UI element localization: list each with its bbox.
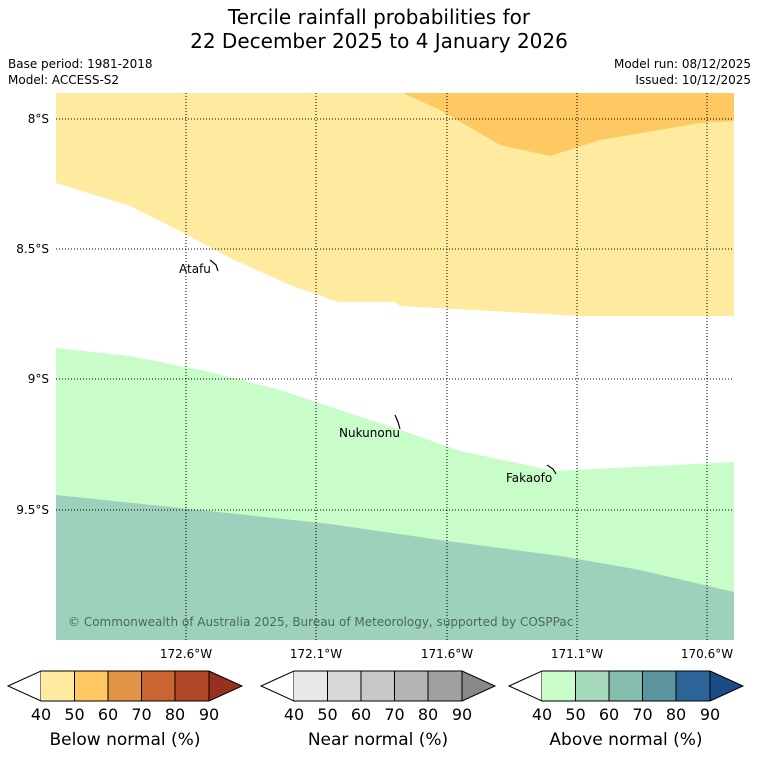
map-canvas: 8°S 8.5°S 9°S 9.5°S 172.6°W 172.1°W 171.…	[16, 93, 734, 660]
colorbar-strip	[6, 670, 745, 702]
below-normal-swatch	[175, 671, 209, 701]
above-normal-swatch	[676, 671, 710, 701]
below-normal-colorbar	[6, 670, 244, 702]
near-normal-swatch	[428, 671, 462, 701]
below-normal-lower-extension	[6, 670, 42, 702]
below-normal-colorbar-title: Below normal (%)	[49, 730, 201, 750]
lat-label: 8°S	[28, 112, 49, 126]
lon-label: 172.6°W	[160, 647, 212, 660]
below-normal-swatch	[41, 671, 75, 701]
above-normal-colorbar	[507, 670, 745, 702]
near-normal-colorbar-title: Near normal (%)	[307, 730, 449, 750]
colorbar-tick: 80	[417, 705, 439, 724]
colorbar-tick: 50	[64, 705, 85, 724]
below-normal-upper-extension	[209, 671, 242, 701]
near-normal-colorbar	[259, 670, 497, 702]
near-normal-swatch	[394, 671, 428, 701]
below-normal-50-60-region	[403, 93, 734, 156]
below-normal-swatch	[74, 671, 108, 701]
above-normal-swatch	[575, 671, 609, 701]
place-label-atafu: Atafu	[179, 262, 211, 276]
above-normal-colorbar-title: Above normal (%)	[549, 730, 703, 750]
near-normal-lower-extension	[259, 670, 295, 702]
colorbar-tick: 80	[164, 705, 186, 724]
copyright-notice: © Commonwealth of Australia 2025, Bureau…	[68, 615, 573, 629]
above-normal-50-60-region	[56, 495, 734, 640]
lat-label: 8.5°S	[16, 242, 49, 256]
colorbar-tick: 40	[531, 705, 553, 724]
above-normal-upper-extension	[710, 671, 743, 701]
lon-label: 171.6°W	[421, 647, 473, 660]
issued-label: Issued: 10/12/2025	[635, 73, 751, 87]
place-label-fakaofo: Fakaofo	[506, 471, 552, 485]
place-label-nukunonu: Nukunonu	[339, 426, 400, 440]
map-title-line-1: Tercile rainfall probabilities for	[227, 5, 531, 29]
above-normal-swatch	[542, 671, 576, 701]
colorbar-tick: 90	[198, 705, 220, 724]
above-normal-swatch	[642, 671, 676, 701]
colorbar-tick: 40	[283, 705, 305, 724]
colorbar-tick: 90	[451, 705, 473, 724]
colorbar-tick: 60	[97, 705, 119, 724]
map-title-line-2: 22 December 2025 to 4 January 2026	[190, 29, 568, 53]
model-run-label: Model run: 08/12/2025	[613, 57, 751, 71]
colorbar-tick: 90	[699, 705, 721, 724]
near-normal-swatch	[327, 671, 361, 701]
near-normal-swatch	[294, 671, 328, 701]
lon-label: 171.1°W	[551, 647, 603, 660]
colorbar-tick: 50	[565, 705, 586, 724]
model-label: Model: ACCESS-S2	[8, 73, 120, 87]
lat-label: 9°S	[28, 372, 49, 386]
colorbar-tick: 60	[598, 705, 620, 724]
below-normal-swatch	[108, 671, 142, 701]
above-normal-swatch	[609, 671, 643, 701]
lat-label: 9.5°S	[16, 503, 49, 517]
lon-label: 170.6°W	[681, 647, 733, 660]
lon-label: 172.1°W	[290, 647, 342, 660]
fakaofo-atoll-outline	[546, 464, 557, 475]
colorbar-tick: 60	[350, 705, 372, 724]
colorbar-tick: 40	[30, 705, 52, 724]
below-normal-swatch	[141, 671, 175, 701]
graticule	[56, 93, 734, 640]
nukunonu-atoll-outline	[394, 414, 401, 430]
colorbar-tick: 70	[632, 705, 653, 724]
above-normal-lower-extension	[507, 670, 543, 702]
colorbar-tick: 50	[317, 705, 338, 724]
near-normal-swatch	[361, 671, 395, 701]
atafu-atoll-outline	[209, 259, 219, 272]
colorbar-tick: 70	[131, 705, 152, 724]
colorbar-tick: 80	[665, 705, 687, 724]
base-period-label: Base period: 1981-2018	[8, 57, 153, 71]
colorbar-tick: 70	[384, 705, 405, 724]
near-normal-upper-extension	[462, 671, 495, 701]
